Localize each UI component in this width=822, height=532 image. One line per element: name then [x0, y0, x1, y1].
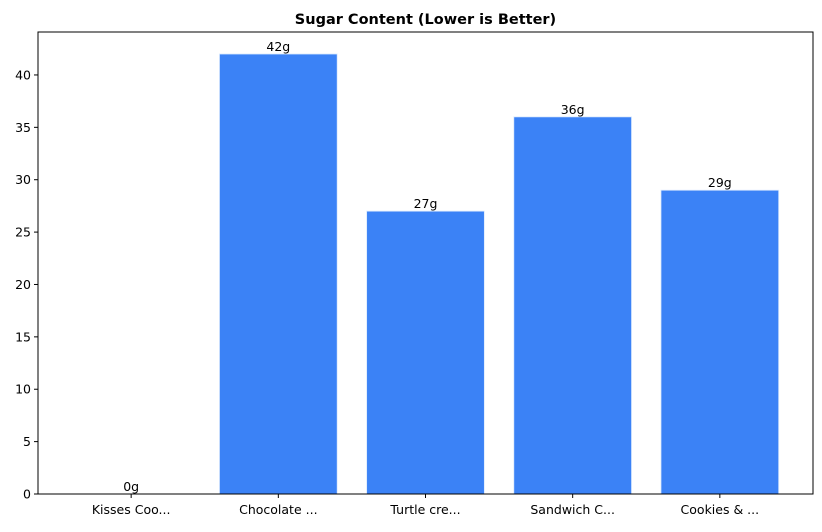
bar	[219, 53, 338, 495]
bar	[660, 189, 780, 495]
bar	[366, 210, 485, 495]
y-tick-label: 15	[15, 329, 31, 344]
data-label: 0g	[123, 479, 139, 494]
data-label: 27g	[414, 196, 438, 211]
x-tick-label: Chocolate ...	[239, 502, 317, 517]
chart-title: Sugar Content (Lower is Better)	[295, 12, 556, 28]
bar	[513, 116, 632, 495]
y-tick-label: 20	[15, 277, 31, 292]
x-tick-label: Kisses Coo...	[92, 502, 171, 517]
y-tick-label: 35	[15, 120, 31, 135]
x-tick-label: Turtle cre...	[389, 502, 460, 517]
y-tick-label: 0	[23, 487, 31, 502]
y-tick-label: 10	[15, 382, 31, 397]
y-tick-label: 5	[23, 434, 31, 449]
y-tick-label: 25	[15, 225, 31, 240]
data-label: 29g	[708, 175, 732, 190]
x-tick-label: Cookies & ...	[681, 502, 760, 517]
x-tick-label: Sandwich C...	[530, 502, 615, 517]
y-tick-label: 40	[15, 67, 31, 82]
plot-frame	[37, 31, 814, 495]
y-tick-label: 30	[15, 172, 31, 187]
data-label: 42g	[266, 39, 290, 54]
data-label: 36g	[561, 102, 585, 117]
